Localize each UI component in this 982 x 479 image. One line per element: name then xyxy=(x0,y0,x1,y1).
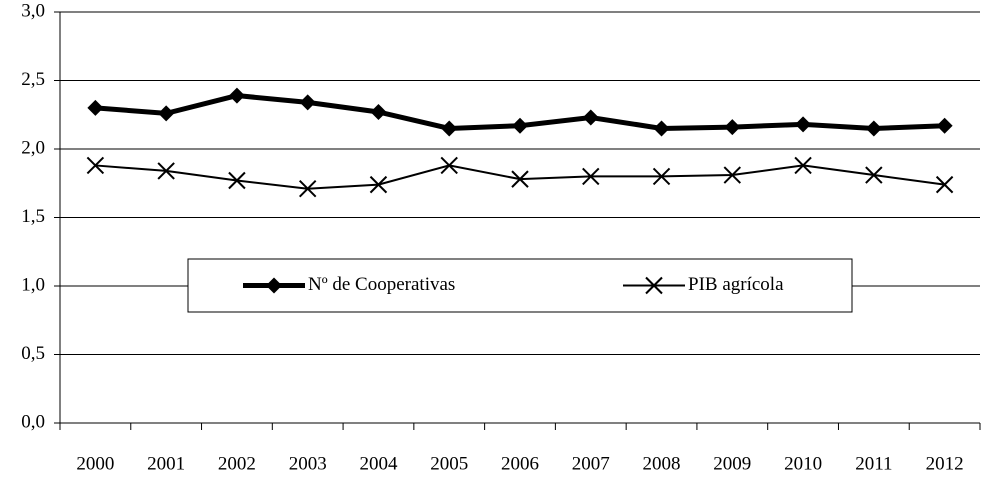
marker-stroke xyxy=(794,156,812,175)
legend-label: Nº de Cooperativas xyxy=(308,274,455,295)
x-tick-label: 2012 xyxy=(926,453,964,474)
x-tick-label: 2000 xyxy=(76,453,114,474)
x-tick-label: 2002 xyxy=(218,453,256,474)
data-point xyxy=(582,167,600,186)
data-point xyxy=(794,156,812,175)
x-tick-label: 2010 xyxy=(784,453,822,474)
y-tick-label: 1,0 xyxy=(21,274,45,295)
x-tick-label: 2005 xyxy=(430,453,468,474)
x-tick-label: 2009 xyxy=(713,453,751,474)
marker-stroke xyxy=(86,156,105,175)
data-point xyxy=(724,119,741,136)
data-point xyxy=(298,180,317,198)
x-tick-label: 2003 xyxy=(289,453,327,474)
data-point xyxy=(582,109,599,126)
data-point xyxy=(936,117,953,134)
data-point xyxy=(511,170,529,188)
data-point xyxy=(157,162,175,180)
data-point xyxy=(723,166,742,184)
data-point xyxy=(653,120,670,137)
data-point xyxy=(865,120,882,137)
x-tick-label: 2004 xyxy=(359,453,398,474)
y-tick-label: 0,0 xyxy=(21,411,45,432)
data-point xyxy=(158,105,175,122)
marker-stroke xyxy=(228,171,246,190)
marker-stroke xyxy=(652,167,671,186)
data-point xyxy=(87,99,104,116)
y-tick-label: 3,0 xyxy=(21,0,45,21)
x-tick-label: 2006 xyxy=(501,453,539,474)
data-point xyxy=(652,167,671,186)
data-point xyxy=(795,116,812,133)
marker-stroke xyxy=(865,166,883,184)
y-tick-label: 2,0 xyxy=(21,137,45,158)
legend-label: PIB agrícola xyxy=(688,274,784,295)
marker-stroke xyxy=(511,170,529,188)
x-tick-label: 2011 xyxy=(855,453,892,474)
marker-stroke xyxy=(935,175,954,194)
marker-stroke xyxy=(723,166,742,184)
legend-marker xyxy=(645,276,663,295)
marker-stroke xyxy=(582,167,600,186)
marker-stroke xyxy=(157,162,175,180)
data-point xyxy=(935,175,954,194)
series-line xyxy=(95,164,945,190)
y-tick-label: 0,5 xyxy=(21,343,45,364)
x-tick-label: 2001 xyxy=(147,453,185,474)
data-point xyxy=(369,175,388,194)
data-point xyxy=(370,104,387,121)
data-point xyxy=(440,156,458,175)
marker-stroke xyxy=(440,156,458,175)
y-tick-label: 2,5 xyxy=(21,69,45,90)
data-point xyxy=(86,156,105,175)
x-tick-label: 2008 xyxy=(643,453,681,474)
marker-stroke xyxy=(298,180,317,198)
data-point xyxy=(299,94,316,111)
data-point xyxy=(441,120,458,137)
x-tick-label: 2007 xyxy=(572,453,610,474)
legend-marker xyxy=(266,277,282,294)
data-point xyxy=(228,171,246,190)
data-point xyxy=(228,87,245,104)
marker-stroke xyxy=(369,175,388,194)
marker-stroke xyxy=(645,276,663,295)
y-tick-label: 1,5 xyxy=(21,206,45,227)
data-point xyxy=(865,166,883,184)
data-point xyxy=(512,117,528,134)
